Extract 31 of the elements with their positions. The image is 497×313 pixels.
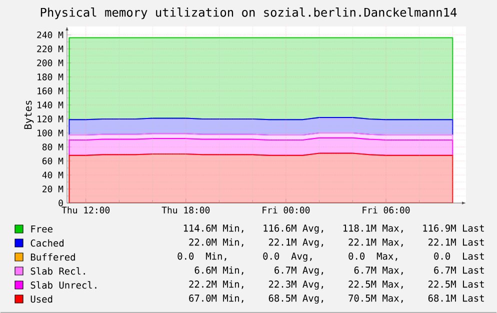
y-tick-label: 20 M bbox=[42, 186, 64, 192]
text: 114.6M Min, 116.6M Avg, 118.1M Max, 116.9M Last bbox=[184, 224, 484, 234]
legend-label: Buffered bbox=[30, 253, 75, 261]
y-tick-label: 60 M bbox=[42, 158, 64, 164]
text: 67.0M Min, 68.5M Avg, 70.5M Max, 68.1M Last bbox=[189, 294, 484, 304]
legend-label: Slab Unrecl. bbox=[30, 281, 96, 289]
text: 0.0 Min, 0.0 Avg, 0.0 Max, 0.0 Last bbox=[178, 252, 484, 262]
text: 22.2M Min, 22.3M Avg, 22.5M Max, 22.5M Last bbox=[189, 280, 484, 290]
y-tick-label: 40 M bbox=[42, 172, 64, 178]
legend-label: Free bbox=[31, 225, 52, 233]
x-tick-label: Thu 18:00 bbox=[162, 206, 210, 214]
legend-label: Cached bbox=[30, 239, 64, 247]
x-tick-label: Thu 12:00 bbox=[62, 206, 110, 214]
x-tick-label: Fri 06:00 bbox=[362, 206, 410, 214]
y-tick-label: 180 M bbox=[38, 74, 64, 80]
legend-label: Used bbox=[30, 295, 52, 303]
y-axis-title: Bytes bbox=[24, 100, 34, 129]
y-tick-label: 240 M bbox=[37, 32, 64, 38]
y-tick-label: 0 bbox=[58, 200, 63, 206]
y-tick-label: 80 M bbox=[42, 144, 64, 150]
text: 22.0M Min, 22.1M Avg, 22.1M Max, 22.1M Last bbox=[189, 238, 484, 248]
legend-label: Slab Recl. bbox=[30, 267, 85, 275]
y-tick-label: 140 M bbox=[38, 102, 64, 108]
y-tick-label: 100 M bbox=[38, 130, 64, 136]
chart-title: Physical memory utilization on sozial.berlin.Danckelmann14 bbox=[40, 8, 457, 20]
y-tick-label: 200 M bbox=[37, 60, 64, 66]
x-tick-label: Fri 00:00 bbox=[262, 206, 310, 214]
y-tick-label: 220 M bbox=[37, 46, 64, 52]
text: 6.6M Min, 6.7M Avg, 6.7M Max, 6.7M Last bbox=[194, 266, 484, 276]
y-tick-label: 120 M bbox=[38, 116, 64, 122]
y-tick-label: 160 M bbox=[38, 88, 64, 94]
